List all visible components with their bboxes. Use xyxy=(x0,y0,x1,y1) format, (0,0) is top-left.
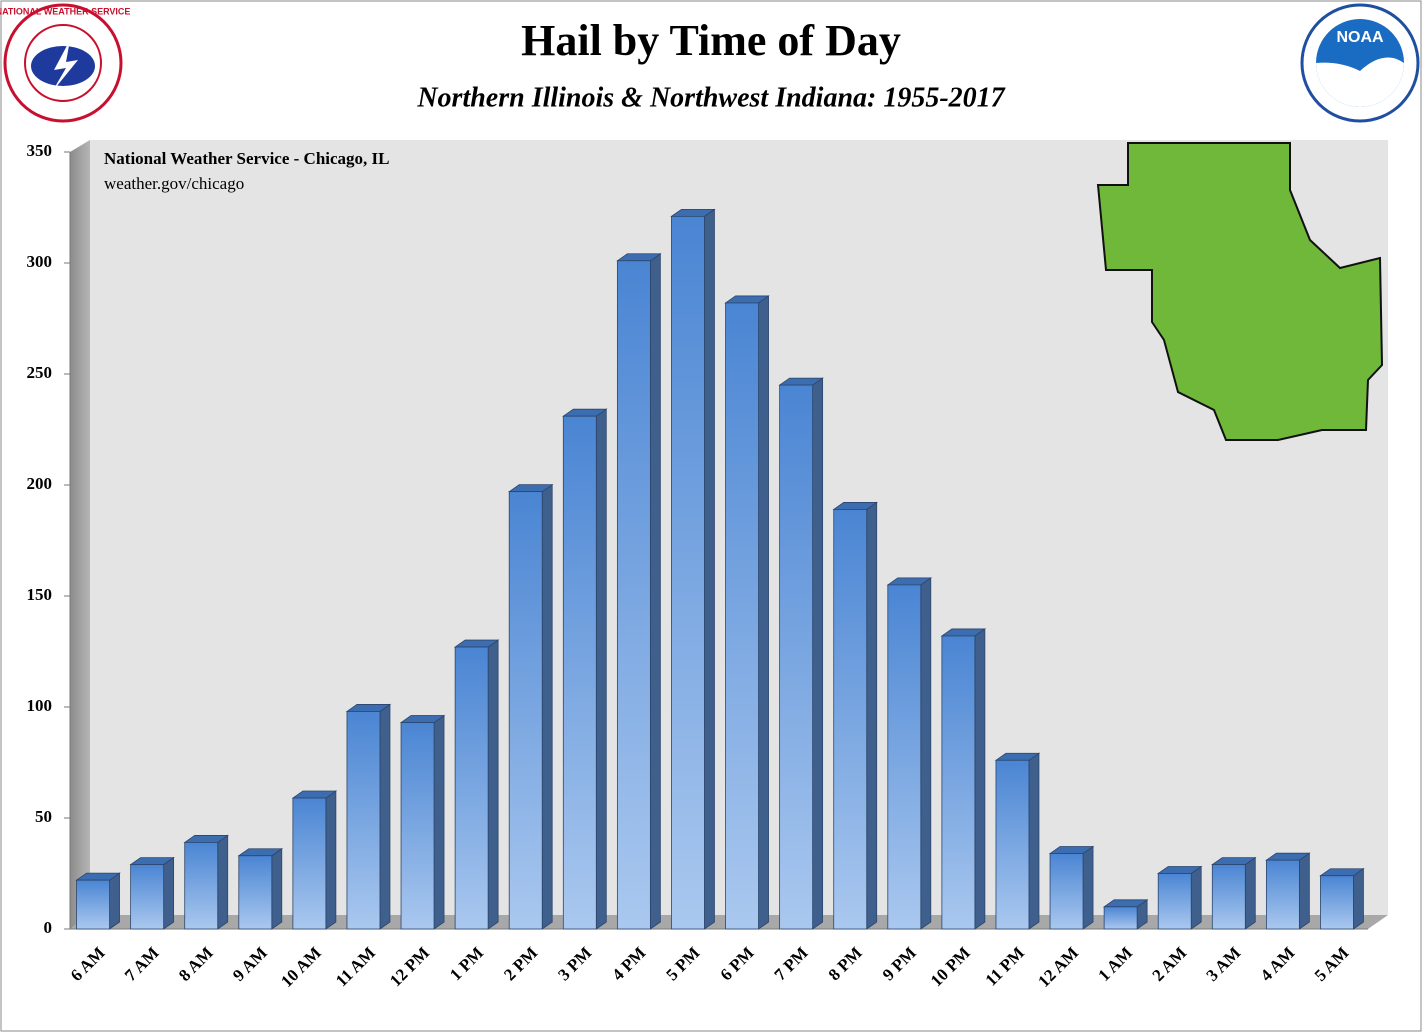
bar-side xyxy=(487,639,499,930)
bar xyxy=(1156,865,1203,930)
bar xyxy=(507,483,554,930)
bar-front xyxy=(887,584,922,930)
bar xyxy=(291,790,338,930)
bar xyxy=(129,856,175,930)
bar-front xyxy=(454,646,489,930)
bar xyxy=(1265,852,1311,930)
bar-front xyxy=(1211,864,1246,930)
chart-subtitle: Northern Illinois & Northwest Indiana: 1… xyxy=(416,82,1005,113)
bar xyxy=(183,834,229,930)
bar-front xyxy=(292,797,327,930)
map xyxy=(1096,142,1384,441)
bar-side xyxy=(1298,852,1310,930)
bar-front xyxy=(995,759,1030,930)
bar-front xyxy=(779,384,814,930)
bar xyxy=(453,639,500,930)
bar-front xyxy=(130,864,165,930)
bar xyxy=(832,501,878,930)
y-tick-label: 0 xyxy=(44,918,53,937)
bar-front xyxy=(1320,875,1354,930)
chart-title: Hail by Time of Day xyxy=(521,16,901,65)
bar-front xyxy=(184,842,219,930)
bar xyxy=(778,377,824,930)
bar-front xyxy=(346,711,381,930)
y-tick-label: 250 xyxy=(27,363,53,382)
bar-side xyxy=(1353,867,1364,930)
side-wall xyxy=(70,140,90,929)
bar-side xyxy=(379,703,391,930)
bar-front xyxy=(616,260,651,930)
bar xyxy=(1211,856,1257,930)
bar xyxy=(1048,845,1095,930)
bar-side xyxy=(866,501,878,930)
bar-front xyxy=(1103,906,1138,930)
bar-side xyxy=(433,714,445,930)
bar-side xyxy=(163,856,175,930)
bar xyxy=(940,628,987,930)
bar-side xyxy=(758,295,769,930)
bar-side xyxy=(974,628,986,930)
bar xyxy=(886,577,933,930)
bar-side xyxy=(812,377,824,930)
bar-front xyxy=(562,415,597,930)
y-tick-label: 300 xyxy=(27,252,53,271)
y-tick-label: 50 xyxy=(35,807,52,826)
bar xyxy=(75,872,121,930)
logo-text: NATIONAL WEATHER SERVICE xyxy=(0,6,130,16)
bar-side xyxy=(595,408,607,930)
bar-front xyxy=(725,302,759,930)
bar-side xyxy=(704,208,715,930)
y-tick-label: 100 xyxy=(27,696,53,715)
bar xyxy=(994,752,1041,930)
bar-side xyxy=(271,847,283,930)
bar-front xyxy=(941,635,976,930)
bar xyxy=(237,847,284,930)
bar-front xyxy=(508,491,543,930)
nws-logo: NATIONAL WEATHER SERVICE xyxy=(0,3,130,123)
bar-side xyxy=(649,253,661,930)
bar xyxy=(1102,899,1149,930)
bar-side xyxy=(1082,845,1094,930)
bar-side xyxy=(1244,856,1256,930)
annotation: weather.gov/chicago xyxy=(104,174,244,193)
y-tick-label: 150 xyxy=(27,585,53,604)
bar xyxy=(1319,867,1365,930)
bar-side xyxy=(217,834,229,930)
bar-side xyxy=(109,872,120,930)
bar-front xyxy=(1157,873,1192,930)
bar xyxy=(724,295,770,930)
bar-side xyxy=(1190,865,1202,930)
bar-front xyxy=(1265,859,1300,930)
bar-front xyxy=(833,509,868,930)
bar-front xyxy=(671,215,705,930)
logo-text: NOAA xyxy=(1336,29,1384,46)
bar-front xyxy=(1049,853,1084,930)
bar-side xyxy=(325,790,337,930)
bar xyxy=(562,408,608,930)
noaa-logo: NOAA xyxy=(1300,3,1420,123)
bar xyxy=(399,714,446,930)
bar-side xyxy=(541,483,553,930)
bar xyxy=(616,253,662,930)
bar-front xyxy=(238,855,273,930)
bar xyxy=(670,208,716,930)
bar-front xyxy=(400,722,435,930)
bar-front xyxy=(76,879,110,930)
y-tick-label: 200 xyxy=(27,474,53,493)
annotation: National Weather Service - Chicago, IL xyxy=(104,149,390,168)
bar-side xyxy=(1028,752,1040,930)
bar xyxy=(345,703,392,930)
bar-side xyxy=(920,577,932,930)
y-tick-label: 350 xyxy=(27,141,53,160)
